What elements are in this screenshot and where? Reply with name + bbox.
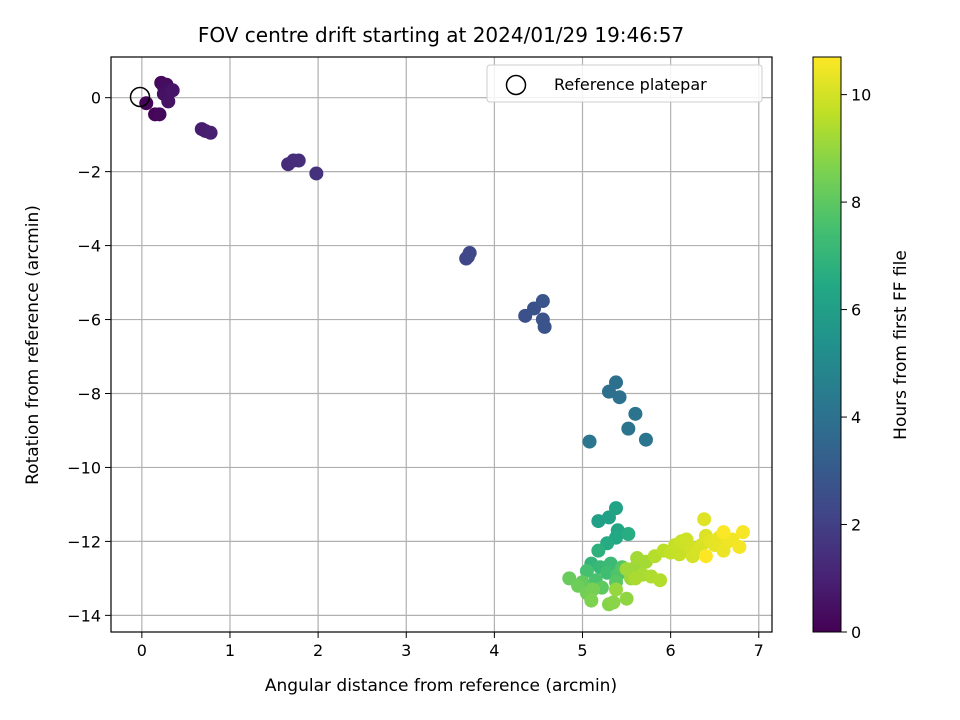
data-point — [606, 595, 621, 610]
x-tick-label: 4 — [489, 641, 499, 660]
colorbar-tick-label: 2 — [851, 516, 861, 535]
data-point — [582, 434, 597, 449]
data-point — [537, 319, 552, 334]
y-tick-label: −4 — [77, 237, 101, 256]
legend: Reference platepar — [486, 64, 763, 103]
plot-frame — [110, 56, 773, 633]
chart-title: FOV centre drift starting at 2024/01/29 … — [198, 23, 684, 47]
x-tick-label: 5 — [577, 641, 587, 660]
data-point — [535, 294, 550, 309]
reference-platepar-marker — [129, 86, 151, 108]
colorbar: 0 2 4 6 8 10 Hours from first FF file — [812, 56, 911, 642]
y-tick-label: −6 — [77, 311, 101, 330]
data-point — [161, 94, 176, 109]
x-tick-label: 6 — [666, 641, 676, 660]
data-point — [716, 525, 731, 540]
colorbar-tick-label: 8 — [851, 193, 861, 212]
data-point — [619, 591, 634, 606]
y-tick-label: −10 — [67, 458, 101, 477]
y-tick-label: −8 — [77, 384, 101, 403]
data-point — [609, 501, 624, 516]
data-point — [672, 547, 687, 562]
data-point — [579, 563, 594, 578]
y-axis-label: Rotation from reference (arcmin) — [23, 205, 43, 485]
grid-lines — [111, 57, 772, 632]
data-point — [584, 593, 599, 608]
data-point — [609, 375, 624, 390]
data-point — [612, 390, 627, 405]
x-tick-label: 3 — [401, 641, 411, 660]
y-tick-label: 0 — [91, 89, 101, 108]
data-point — [621, 527, 636, 542]
y-tick-label: −2 — [77, 163, 101, 182]
legend-marker — [505, 74, 527, 96]
data-point — [609, 582, 624, 597]
y-axis-ticks: 0 −2 −4 −6 −8 −10 −12 −14 — [67, 89, 111, 625]
x-tick-label: 1 — [225, 641, 235, 660]
legend-box — [486, 64, 763, 103]
data-point — [628, 406, 643, 421]
data-point — [697, 512, 712, 527]
data-point — [735, 525, 750, 540]
data-points — [139, 75, 750, 612]
data-point — [165, 83, 180, 98]
x-axis-ticks: 0 1 2 3 4 5 6 7 — [137, 632, 764, 660]
colorbar-label: Hours from first FF file — [891, 250, 911, 440]
colorbar-tick-label: 6 — [851, 301, 861, 320]
data-point — [621, 421, 636, 436]
data-point — [698, 549, 713, 564]
data-point — [203, 125, 218, 140]
x-tick-label: 7 — [754, 641, 764, 660]
data-point — [628, 571, 643, 586]
colorbar-tick-label: 4 — [851, 408, 861, 427]
colorbar-gradient — [812, 56, 842, 633]
data-point — [600, 565, 615, 580]
x-tick-label: 0 — [137, 641, 147, 660]
data-point — [638, 432, 653, 447]
colorbar-tick-label: 0 — [851, 623, 861, 642]
y-tick-label: −12 — [67, 532, 101, 551]
data-point — [462, 245, 477, 260]
x-axis-label: Angular distance from reference (arcmin) — [265, 676, 617, 696]
data-point — [591, 514, 606, 529]
y-tick-label: −14 — [67, 606, 101, 625]
data-point — [309, 166, 324, 181]
data-point — [732, 539, 747, 554]
data-point — [591, 543, 606, 558]
data-point — [653, 573, 668, 588]
data-point — [619, 562, 634, 577]
data-point — [152, 107, 167, 122]
colorbar-tick-label: 10 — [851, 86, 871, 105]
x-tick-label: 2 — [313, 641, 323, 660]
legend-entry-label: Reference platepar — [554, 75, 707, 94]
data-point — [291, 153, 306, 168]
data-point — [586, 582, 601, 597]
colorbar-ticks: 0 2 4 6 8 10 — [841, 86, 871, 642]
